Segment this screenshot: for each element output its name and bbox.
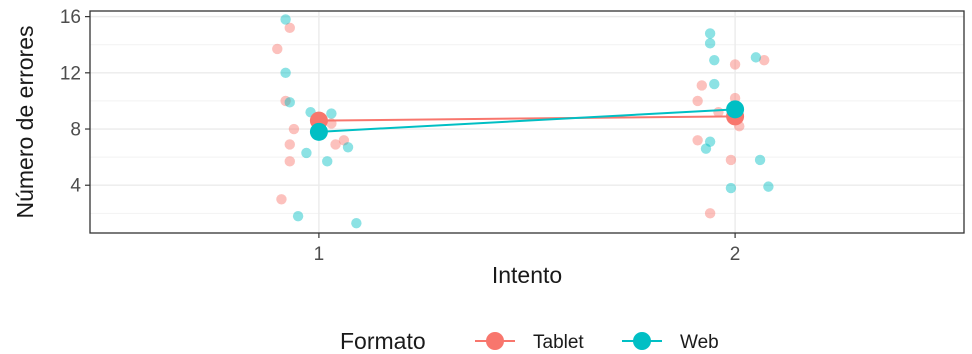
x-axis-title: Intento: [492, 262, 562, 288]
legend: Formato Tablet Web: [340, 328, 719, 354]
point-tablet: [759, 54, 770, 66]
mean-point-web: [309, 122, 328, 141]
point-web: [351, 217, 362, 229]
point-web: [754, 154, 766, 166]
point-tablet: [284, 22, 295, 34]
x-tick-label: 1: [314, 244, 325, 265]
mean-point-web: [726, 100, 745, 119]
point-web: [704, 38, 716, 49]
point-web: [700, 143, 712, 154]
plot-panel-border: [89, 10, 965, 234]
point-tablet: [692, 95, 703, 107]
point-web: [284, 97, 295, 108]
y-tick-label: 12: [60, 63, 81, 84]
point-tablet: [284, 156, 295, 167]
x-tick-label: 2: [730, 244, 741, 265]
point-web: [326, 108, 337, 119]
y-tick-label: 4: [70, 176, 81, 197]
legend-label-tablet: Tablet: [533, 332, 584, 353]
point-tablet: [692, 135, 703, 146]
point-tablet: [330, 139, 341, 150]
point-web: [750, 52, 762, 63]
point-web: [709, 54, 720, 66]
grid-lines: [90, 11, 964, 233]
point-web: [725, 182, 737, 194]
point-web: [280, 67, 291, 79]
y-axis-title: Número de errores: [12, 25, 38, 218]
point-tablet: [704, 208, 716, 219]
point-web: [709, 78, 720, 90]
point-tablet: [272, 43, 283, 55]
data-series: [272, 14, 774, 229]
point-tablet: [280, 95, 291, 107]
point-web: [342, 142, 354, 153]
legend-title: Formato: [340, 328, 426, 354]
point-tablet: [284, 139, 295, 150]
point-web: [322, 156, 333, 167]
y-tick-label: 16: [60, 7, 81, 28]
point-tablet: [725, 154, 737, 166]
point-web: [292, 210, 304, 222]
point-tablet: [729, 59, 741, 70]
point-tablet: [276, 194, 287, 205]
point-web: [301, 147, 312, 159]
point-web: [704, 28, 716, 39]
mean-line-tablet: [318, 115, 736, 122]
point-tablet: [729, 92, 741, 104]
point-web: [280, 14, 291, 25]
point-web: [763, 181, 774, 192]
point-tablet: [288, 123, 300, 135]
point-tablet: [338, 135, 350, 146]
mean-line-web: [318, 108, 736, 133]
legend-label-web: Web: [680, 332, 719, 353]
legend-key-point-web: [633, 332, 651, 350]
legend-key-point-tablet: [486, 332, 504, 350]
point-tablet: [696, 80, 707, 91]
point-web: [704, 136, 716, 147]
y-tick-label: 8: [70, 120, 81, 141]
